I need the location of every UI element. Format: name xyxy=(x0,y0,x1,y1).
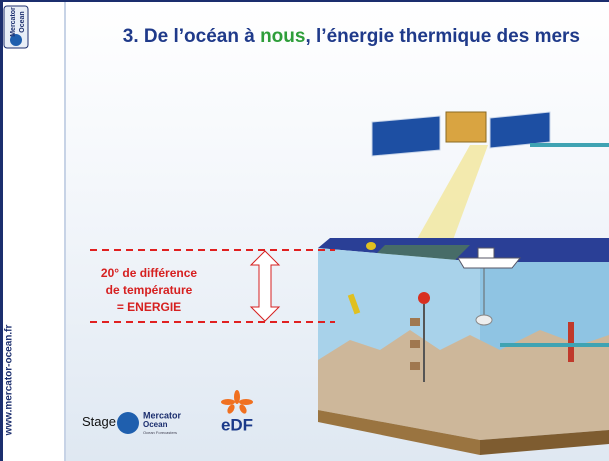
logo-name: Mercator xyxy=(10,7,17,37)
sensor xyxy=(410,318,420,326)
beam xyxy=(412,145,488,248)
annotation-line: de température xyxy=(74,282,224,299)
sensor xyxy=(410,362,420,370)
title-text: , l’énergie thermique des mers xyxy=(305,26,580,47)
partner-logo-name: Mercator xyxy=(143,410,182,420)
annotation-line: 20° de différence xyxy=(74,265,224,282)
float xyxy=(568,322,574,362)
solar-panel xyxy=(490,112,550,148)
illustration: Mercator Ocean www.mercator-ocean.fr Mer… xyxy=(0,0,609,461)
logo-sub: Ocean xyxy=(19,11,26,32)
footer-label: Stage xyxy=(82,414,116,429)
sensor xyxy=(410,340,420,348)
partner-logo-sub: Ocean xyxy=(143,420,168,429)
buoy xyxy=(418,292,430,304)
annotation: 20° de différence de température = ENERG… xyxy=(74,265,224,316)
ship xyxy=(458,258,520,268)
annotation-line: = ENERGIE xyxy=(74,299,224,316)
satellite-body xyxy=(446,112,486,142)
slide-title: 3. De l’océan à nous, l’énergie thermiqu… xyxy=(100,24,580,50)
edf-logo: eDF xyxy=(221,415,253,434)
solar-panel xyxy=(372,116,440,156)
title-highlight: nous xyxy=(260,26,305,47)
partner-logo-globe xyxy=(117,412,139,434)
slide: {"logo":{"name":"Mercator","sub":"Ocean"… xyxy=(0,0,609,461)
title-text: 3. De l’océan à xyxy=(123,26,260,47)
ship-cabin xyxy=(478,248,494,258)
surface-buoy xyxy=(366,242,376,250)
double-arrow xyxy=(251,251,279,321)
partner-logo-tagline: Ocean Forecasters xyxy=(143,430,177,435)
edf-flower xyxy=(221,390,253,415)
probe xyxy=(476,315,492,325)
sidebar-url: www.mercator-ocean.fr xyxy=(4,325,15,437)
